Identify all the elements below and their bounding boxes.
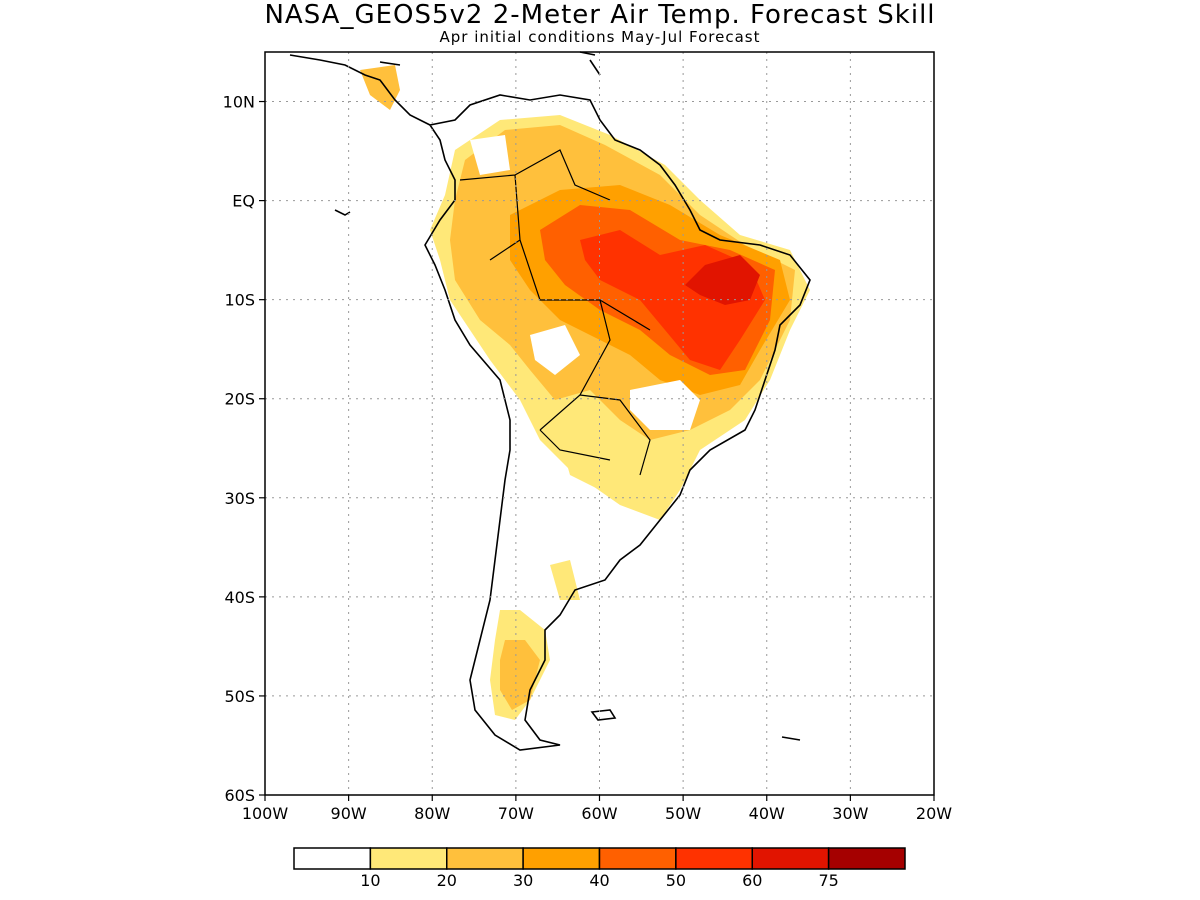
lon-tick-label: 70W bbox=[498, 804, 534, 823]
colorbar-swatch bbox=[369, 847, 448, 870]
lat-tick-label: 20S bbox=[224, 390, 255, 409]
coastline-south-america bbox=[424, 94, 811, 751]
lon-tick-label: 40W bbox=[749, 804, 785, 823]
lon-tick-label: 60W bbox=[581, 804, 617, 823]
lat-tick-label: 10N bbox=[223, 93, 255, 112]
coastline-central-america bbox=[289, 54, 431, 126]
coastlines bbox=[289, 51, 811, 751]
grid-lines bbox=[265, 52, 934, 795]
colorbar-swatch bbox=[751, 847, 830, 870]
coastline-galapagos bbox=[334, 209, 351, 216]
border-lines bbox=[459, 149, 651, 476]
lat-tick-label: 30S bbox=[224, 489, 255, 508]
skill-region-60-75 bbox=[685, 255, 760, 305]
lon-tick-label: 100W bbox=[242, 804, 289, 823]
colorbar-label: 10 bbox=[360, 871, 380, 890]
skill-gap-3 bbox=[470, 135, 510, 175]
colorbar-swatch bbox=[675, 847, 753, 870]
colorbar-swatch bbox=[522, 847, 601, 870]
colorbar: 10 20 30 40 50 60 75 bbox=[293, 847, 906, 890]
lon-tick-label: 90W bbox=[331, 804, 367, 823]
lon-tick-label: 80W bbox=[414, 804, 450, 823]
chart-title: NASA_GEOS5v2 2-Meter Air Temp. Forecast … bbox=[264, 0, 936, 30]
coastline-falklands bbox=[590, 709, 617, 721]
skill-region-central-america bbox=[360, 65, 400, 110]
colorbar-label: 30 bbox=[513, 871, 533, 890]
colorbar-swatch bbox=[598, 847, 677, 870]
latitude-axis: 10N EQ 10S 20S 30S 40S 50S 60S bbox=[223, 93, 265, 805]
skill-region-south-2 bbox=[550, 560, 580, 600]
lon-tick-label: 20W bbox=[916, 804, 952, 823]
coastline-south-georgia bbox=[781, 736, 801, 741]
colorbar-swatch bbox=[293, 847, 372, 870]
colorbar-label: 75 bbox=[818, 871, 838, 890]
lat-tick-label: 50S bbox=[224, 687, 255, 706]
colorbar-label: 40 bbox=[589, 871, 609, 890]
skill-shading bbox=[360, 65, 810, 720]
lat-tick-label: EQ bbox=[232, 192, 255, 211]
lat-tick-label: 40S bbox=[224, 588, 255, 607]
longitude-axis: 100W 90W 80W 70W 60W 50W 40W 30W 20W bbox=[242, 795, 952, 823]
lat-tick-label: 10S bbox=[224, 291, 255, 310]
colorbar-label: 20 bbox=[437, 871, 457, 890]
colorbar-swatch bbox=[827, 847, 906, 870]
skill-gap-2 bbox=[530, 325, 580, 375]
colorbar-label: 60 bbox=[742, 871, 762, 890]
chart-subtitle: Apr initial conditions May-Jul Forecast bbox=[439, 28, 761, 46]
colorbar-swatch bbox=[446, 847, 524, 870]
skill-region-south-1 bbox=[560, 430, 660, 500]
lon-tick-label: 30W bbox=[832, 804, 868, 823]
coastline-caribbean-islands bbox=[579, 51, 601, 76]
colorbar-label: 50 bbox=[666, 871, 686, 890]
lon-tick-label: 50W bbox=[665, 804, 701, 823]
lat-tick-label: 60S bbox=[224, 786, 255, 805]
skill-gap-1 bbox=[630, 380, 700, 430]
